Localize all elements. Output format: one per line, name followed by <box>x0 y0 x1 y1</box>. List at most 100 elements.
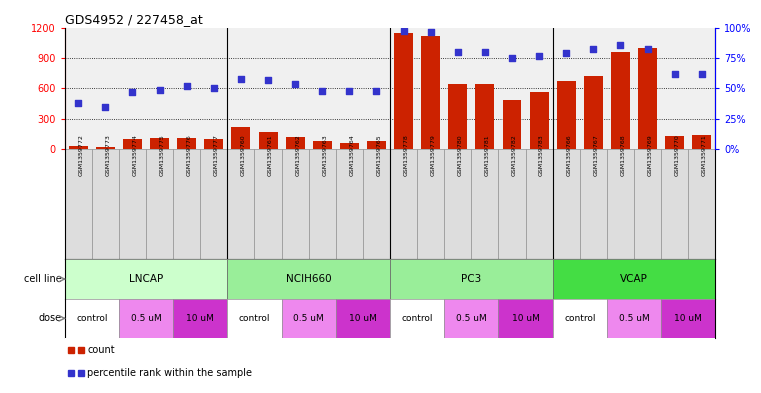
Text: GSM1359776: GSM1359776 <box>186 134 192 176</box>
Point <box>371 88 383 94</box>
Bar <box>693 135 712 149</box>
Text: GSM1359774: GSM1359774 <box>132 134 138 176</box>
Bar <box>200 149 228 259</box>
Text: control: control <box>401 314 433 323</box>
Text: 10 uM: 10 uM <box>511 314 540 323</box>
Bar <box>552 149 580 259</box>
Bar <box>119 299 174 338</box>
Text: GSM1359772: GSM1359772 <box>78 134 83 176</box>
Bar <box>394 33 413 149</box>
Point <box>533 52 545 59</box>
Point <box>235 75 247 82</box>
Text: count: count <box>88 345 115 355</box>
Bar <box>417 149 444 259</box>
Text: 0.5 uM: 0.5 uM <box>131 314 161 323</box>
Bar <box>502 99 521 149</box>
Bar <box>607 149 634 259</box>
Point <box>560 50 572 56</box>
Text: GSM1359775: GSM1359775 <box>160 134 164 176</box>
Bar <box>580 149 607 259</box>
Point <box>587 46 600 53</box>
Point <box>696 71 708 77</box>
Point <box>262 77 274 83</box>
Bar <box>313 141 332 149</box>
Text: GSM1359779: GSM1359779 <box>431 134 436 176</box>
Point <box>180 83 193 89</box>
Text: GSM1359766: GSM1359766 <box>566 134 572 176</box>
Bar <box>259 132 278 149</box>
Bar <box>65 299 119 338</box>
Text: GSM1359778: GSM1359778 <box>403 134 409 176</box>
Bar <box>363 149 390 259</box>
Text: control: control <box>564 314 596 323</box>
Text: cell line: cell line <box>24 274 62 284</box>
Bar <box>228 149 254 259</box>
Point <box>452 49 464 55</box>
Point <box>154 86 166 93</box>
Text: GSM1359782: GSM1359782 <box>512 134 517 176</box>
Text: GSM1359768: GSM1359768 <box>620 134 626 176</box>
Bar <box>607 299 661 338</box>
Bar <box>390 259 552 299</box>
Text: GSM1359765: GSM1359765 <box>377 134 381 176</box>
Bar <box>661 149 688 259</box>
Bar <box>661 299 715 338</box>
Bar <box>228 259 390 299</box>
Bar <box>309 149 336 259</box>
Bar <box>444 299 498 338</box>
Bar <box>254 149 282 259</box>
Bar <box>584 76 603 149</box>
Bar <box>282 149 309 259</box>
Bar <box>530 92 549 149</box>
Bar <box>476 84 495 149</box>
Bar <box>471 149 498 259</box>
Bar <box>498 299 552 338</box>
Bar <box>665 136 684 149</box>
Bar <box>285 137 304 149</box>
Bar <box>688 149 715 259</box>
Bar <box>367 141 386 149</box>
Bar <box>119 149 146 259</box>
Bar <box>390 299 444 338</box>
Bar <box>552 299 607 338</box>
Bar <box>65 149 92 259</box>
Bar <box>340 143 359 149</box>
Bar <box>498 149 526 259</box>
Bar <box>123 139 142 149</box>
Bar <box>611 52 630 149</box>
Bar <box>336 149 363 259</box>
Point <box>669 71 681 77</box>
Point <box>99 103 111 110</box>
Bar <box>177 138 196 149</box>
Point <box>316 88 328 94</box>
Text: GSM1359761: GSM1359761 <box>268 134 273 176</box>
Point <box>642 46 654 53</box>
Bar <box>552 259 715 299</box>
Point <box>425 29 437 35</box>
Text: GDS4952 / 227458_at: GDS4952 / 227458_at <box>65 13 202 26</box>
Text: GSM1359763: GSM1359763 <box>322 134 327 176</box>
Bar <box>634 149 661 259</box>
Text: GSM1359770: GSM1359770 <box>675 134 680 176</box>
Text: NCIH660: NCIH660 <box>286 274 332 284</box>
Bar <box>150 138 169 149</box>
Bar <box>448 84 467 149</box>
Bar <box>444 149 471 259</box>
Bar <box>231 127 250 149</box>
Point <box>289 81 301 87</box>
Point <box>343 88 355 94</box>
Text: GSM1359773: GSM1359773 <box>105 134 110 176</box>
Text: dose: dose <box>39 313 62 323</box>
Text: GSM1359769: GSM1359769 <box>648 134 653 176</box>
Text: GSM1359781: GSM1359781 <box>485 134 490 176</box>
Text: GSM1359767: GSM1359767 <box>594 134 598 176</box>
Bar <box>557 81 576 149</box>
Text: 0.5 uM: 0.5 uM <box>456 314 487 323</box>
Text: GSM1359780: GSM1359780 <box>458 134 463 176</box>
Text: GSM1359762: GSM1359762 <box>295 134 300 176</box>
Point <box>614 41 626 48</box>
Text: 0.5 uM: 0.5 uM <box>293 314 324 323</box>
Bar <box>65 259 228 299</box>
Bar <box>526 149 552 259</box>
Bar <box>96 147 115 149</box>
